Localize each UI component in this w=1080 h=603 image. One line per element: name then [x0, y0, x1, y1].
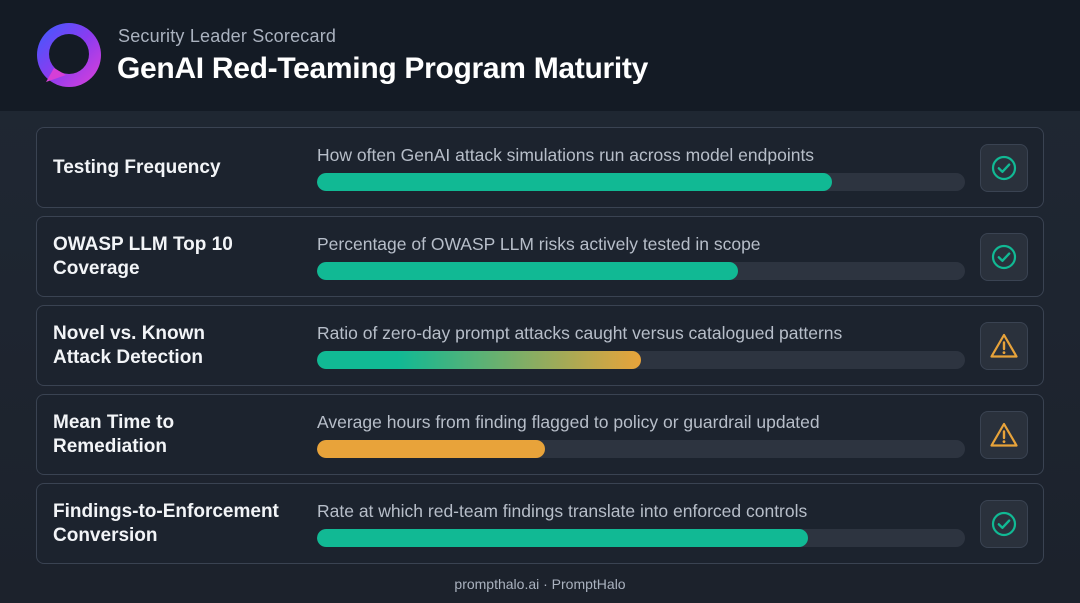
warning-triangle-icon — [980, 322, 1028, 370]
metric-description: Percentage of OWASP LLM risks actively t… — [317, 234, 761, 254]
metric-description: Ratio of zero-day prompt attacks caught … — [317, 323, 843, 343]
progress-fill — [317, 351, 641, 369]
progress-track — [317, 440, 965, 458]
metric-label-line1: OWASP LLM Top 10 — [53, 233, 233, 255]
metric-label: Mean Time to Remediation — [53, 395, 303, 474]
page-title: GenAI Red-Teaming Program Maturity — [117, 52, 648, 85]
metric-description: Rate at which red-team findings translat… — [317, 501, 808, 521]
metric-row-owasp-coverage: OWASP LLM Top 10 Coverage Percentage of OW… — [36, 216, 1044, 297]
progress-fill — [317, 440, 546, 458]
progress-track — [317, 529, 965, 547]
metric-label-line2: Conversion — [53, 524, 158, 546]
metric-row-testing-frequency: Testing Frequency How often GenAI attack … — [36, 127, 1044, 208]
metric-row-novel-detection: Novel vs. Known Attack Detection Ratio of … — [36, 305, 1044, 386]
warning-triangle-icon — [980, 411, 1028, 459]
metric-label: Testing Frequency — [53, 128, 303, 207]
metric-label-line1: Findings-to-Enforcement — [53, 500, 279, 522]
metric-label: Novel vs. Known Attack Detection — [53, 306, 303, 385]
header: Security Leader Scorecard GenAI Red-Team… — [0, 0, 1080, 111]
metric-row-findings-conversion: Findings-to-Enforcement Conversion Rate at… — [36, 483, 1044, 564]
metric-label: Findings-to-Enforcement Conversion — [53, 484, 303, 563]
progress-fill — [317, 173, 833, 191]
halo-logo-icon — [37, 23, 101, 87]
metric-label-line1: Testing Frequency — [53, 156, 221, 178]
check-circle-icon — [980, 233, 1028, 281]
metric-label-line2: Attack Detection — [53, 346, 203, 368]
metric-description: Average hours from finding flagged to po… — [317, 412, 820, 432]
metric-label-line2: Remediation — [53, 435, 168, 457]
progress-track — [317, 262, 965, 280]
metric-label: OWASP LLM Top 10 Coverage — [53, 217, 303, 296]
progress-fill — [317, 529, 809, 547]
progress-track — [317, 173, 965, 191]
progress-track — [317, 351, 965, 369]
metric-label-line2: Coverage — [53, 257, 140, 279]
metric-label-line1: Mean Time to — [53, 411, 175, 433]
header-subtitle: Security Leader Scorecard — [118, 26, 337, 46]
check-circle-icon — [980, 144, 1028, 192]
metric-description: How often GenAI attack simulations run a… — [317, 145, 815, 165]
progress-fill — [317, 262, 739, 280]
metric-label-line1: Novel vs. Known — [53, 322, 206, 344]
check-circle-icon — [980, 500, 1028, 548]
footer-credit: prompthalo.ai · PromptHalo — [454, 576, 626, 592]
metric-row-mttr: Mean Time to Remediation Average hours fro… — [36, 394, 1044, 475]
